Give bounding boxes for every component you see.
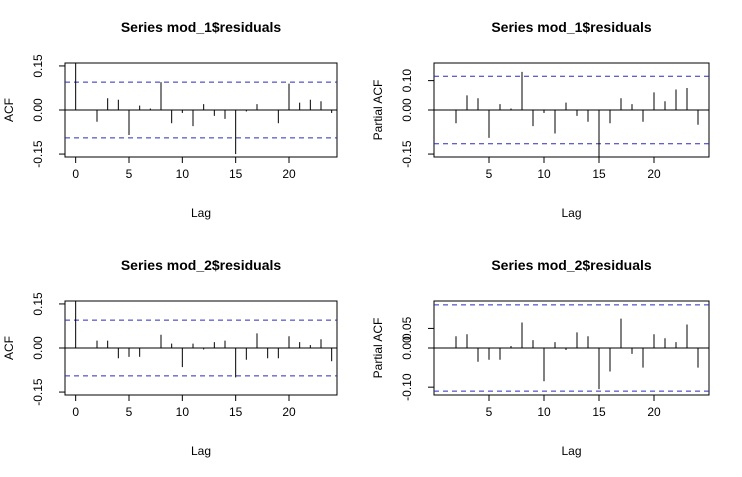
chart-title: Series mod_1$residuals — [121, 19, 282, 35]
y-tick-label: 0.15 — [31, 292, 45, 316]
x-tick-label: 20 — [647, 167, 661, 181]
x-tick-label: 5 — [126, 405, 133, 419]
y-tick-label: 0.15 — [31, 54, 45, 78]
x-tick-label: 10 — [537, 167, 551, 181]
y-tick-label: 0.10 — [400, 69, 414, 93]
x-tick-label: 10 — [537, 405, 551, 419]
x-tick-label: 5 — [486, 405, 493, 419]
x-tick-label: 20 — [282, 405, 296, 419]
y-tick-label: 0.05 — [400, 316, 414, 340]
x-tick-label: 15 — [592, 405, 606, 419]
chart-title: Series mod_2$residuals — [121, 257, 282, 273]
x-tick-label: 5 — [126, 167, 133, 181]
y-axis-title: ACF — [2, 98, 16, 122]
x-tick-label: 10 — [176, 167, 190, 181]
x-tick-label: 0 — [72, 167, 79, 181]
chart-panel-1: Series mod_1$residuals 0 5 10 15 20 -0.15 0.00 0… — [2, 19, 338, 220]
x-axis-title: Lag — [191, 444, 211, 458]
y-axis-title: Partial ACF — [371, 318, 385, 379]
x-tick-label: 15 — [229, 167, 243, 181]
x-tick-label: 15 — [592, 167, 606, 181]
chart-panel-3: Series mod_2$residuals 0 5 10 15 20 -0.15 0.00 0… — [2, 257, 338, 458]
y-tick-label: -0.15 — [400, 140, 414, 168]
chart-panel-4: Series mod_2$residuals 5 10 15 20 -0.10 0.000.… — [371, 257, 710, 458]
y-tick-label: 0.00 — [400, 98, 414, 122]
y-tick-label: 0.00 — [31, 98, 45, 122]
x-tick-label: 20 — [282, 167, 296, 181]
y-axis-title: ACF — [2, 336, 16, 360]
chart-title: Series mod_2$residuals — [491, 257, 652, 273]
x-tick-label: 0 — [72, 405, 79, 419]
y-tick-label: -0.15 — [31, 378, 45, 406]
y-tick-label: -0.15 — [31, 140, 45, 168]
x-axis-title: Lag — [561, 444, 581, 458]
y-tick-label: 0.00 — [31, 336, 45, 360]
y-tick-label: 0.00 — [400, 336, 414, 360]
x-axis-title: Lag — [191, 206, 211, 220]
x-tick-label: 5 — [486, 167, 493, 181]
x-axis-title: Lag — [561, 206, 581, 220]
x-tick-label: 10 — [176, 405, 190, 419]
chart-title: Series mod_1$residuals — [491, 19, 652, 35]
chart-panel-2: Series mod_1$residuals 5 10 15 20 -0.15 0.00 0.… — [371, 19, 710, 220]
y-axis-title: Partial ACF — [371, 80, 385, 141]
x-tick-label: 15 — [229, 405, 243, 419]
x-tick-label: 20 — [647, 405, 661, 419]
y-tick-label: -0.10 — [400, 373, 414, 401]
